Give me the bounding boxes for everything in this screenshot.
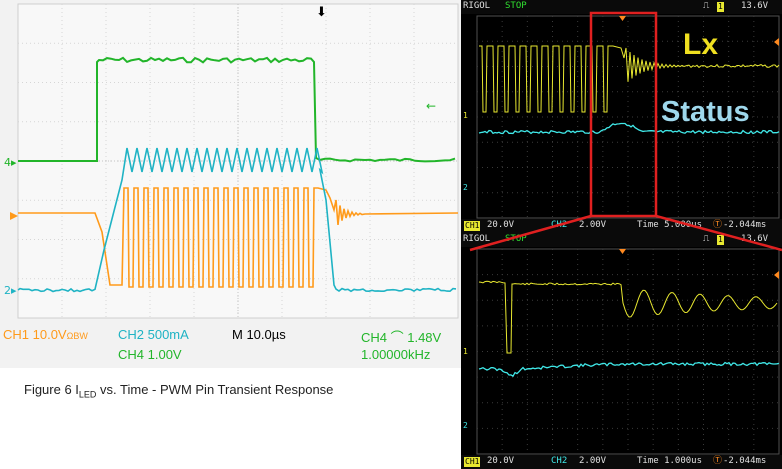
ch2-badge: CH2 (551, 456, 568, 466)
ch1-lx-zoom-trace (478, 280, 778, 354)
run-state: STOP (505, 234, 527, 244)
bottom-scope-waveforms: 12 (463, 248, 780, 455)
ch2-ground-marker: 2 (463, 421, 468, 430)
timebase-readout: M 10.0µs (232, 327, 286, 342)
bottom-scope-footer: CH1 20.0V CH2 2.00V Time 1.000us Ⓣ -2.04… (461, 455, 782, 469)
trigger-source-badge: 1 (717, 235, 724, 245)
ch1-badge: CH1 (464, 457, 481, 467)
ch4-scale-readout: CH4 1.00V (118, 347, 182, 362)
ch2-led-current-trace (17, 147, 457, 293)
ch2-scale: 2.00V (579, 220, 607, 230)
top-scope-header: RIGOL STOP ⎍ 1 13.6V (461, 0, 782, 14)
ch2-status-zoom-trace (478, 361, 780, 378)
trigger-level-marker (774, 271, 779, 279)
time-readout: Time 1.000us (637, 456, 703, 466)
ch1-switch-trace (18, 187, 459, 288)
ch1-ground-marker: 1 (463, 111, 468, 120)
ch1-scale-readout: CH1 10.0VΩBW (3, 327, 88, 342)
lx-label: Lx (683, 28, 719, 61)
ch1-scale: 20.0V (487, 456, 515, 466)
ch2-ground-marker: 2▸ (4, 284, 17, 297)
trigger-level: 13.6V (741, 1, 769, 11)
trigger-level-marker (774, 38, 779, 46)
ch2-badge: CH2 (551, 220, 568, 230)
frequency-readout: 1.00000kHz (361, 347, 431, 362)
figure-caption: Figure 6 ILED vs. Time - PWM Pin Transie… (24, 382, 334, 400)
ch1-ground-marker: 1 (463, 347, 468, 356)
ch1-scale: 20.0V (487, 220, 515, 230)
trigger-position-icon: ⬇ (316, 5, 327, 20)
brand-label: RIGOL (463, 234, 491, 244)
trig-offset-icon: Ⓣ (713, 220, 723, 230)
trigger-icon: ⎍ (703, 1, 710, 11)
trigger-offset: -2.044ms (723, 220, 767, 230)
ch2-ground-marker: 2 (463, 183, 468, 192)
top-scope-footer: CH1 20.0V CH2 2.00V Time 5.000us Ⓣ -2.04… (461, 219, 782, 233)
trigger-readout: CH4 ⌒ 1.48V (361, 330, 442, 345)
ch4-pwm-trace (18, 56, 456, 163)
ch1-badge: CH1 (464, 221, 481, 231)
status-label: Status (661, 96, 750, 128)
left-oscilloscope-screen: ⬇ ← 4▸ 2▸ CH1 10.0VΩBW CH2 500mA M 10.0µs C… (0, 0, 461, 368)
ch2-scale: 2.00V (579, 456, 607, 466)
ch2-scale-readout: CH2 500mA (118, 327, 189, 342)
trigger-icon: ⎍ (703, 234, 710, 244)
run-state: STOP (505, 1, 527, 11)
trigger-offset: -2.044ms (723, 456, 767, 466)
trigger-source-badge: 1 (717, 2, 724, 12)
brand-label: RIGOL (463, 1, 491, 11)
time-readout: Time 5.000us (637, 220, 703, 230)
bottom-scope-header: RIGOL STOP ⎍ 1 13.6V (461, 233, 782, 247)
ch4-ground-marker: 4▸ (4, 156, 17, 169)
top-rigol-screen: 1 2 RIGOL STOP ⎍ 1 13.6V Lx Status CH1 20… (461, 0, 782, 233)
left-scope-waveforms: ⬇ ← 4▸ 2▸ (4, 3, 459, 319)
trigger-position-marker (619, 249, 626, 254)
ch1-ground-marker (10, 212, 18, 220)
trigger-position-marker (619, 16, 626, 21)
trig-offset-icon: Ⓣ (713, 456, 723, 466)
trigger-level: 13.6V (741, 234, 769, 244)
trigger-level-icon: ← (426, 99, 436, 113)
